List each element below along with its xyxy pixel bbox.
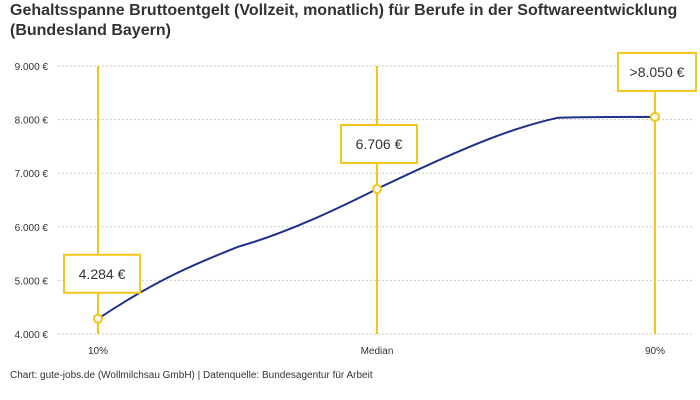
x-tick-label: 90% <box>645 346 665 357</box>
data-label-box <box>63 253 141 294</box>
data-label-box <box>617 51 697 92</box>
y-tick-label: 7.000 € <box>15 169 49 180</box>
y-tick-label: 4.000 € <box>15 330 49 341</box>
data-label-box <box>340 123 418 164</box>
data-label: 6.706 € <box>356 136 403 152</box>
data-point <box>650 111 660 122</box>
data-label: >8.050 € <box>630 64 685 80</box>
y-tick-label: 8.000 € <box>15 116 49 127</box>
chart-title: Gehaltsspanne Bruttoentgelt (Vollzeit, m… <box>10 2 678 39</box>
data-label: 4.284 € <box>79 266 126 282</box>
y-tick-label: 6.000 € <box>15 223 49 234</box>
y-tick-label: 9.000 € <box>15 62 49 73</box>
chart-source: Chart: gute-jobs.de (Wollmilchsau GmbH) … <box>10 370 373 381</box>
x-tick-label: 10% <box>88 346 108 357</box>
x-tick-label: Median <box>361 346 394 357</box>
y-tick-label: 5.000 € <box>15 276 49 287</box>
data-point <box>93 313 103 324</box>
data-point <box>372 183 382 194</box>
